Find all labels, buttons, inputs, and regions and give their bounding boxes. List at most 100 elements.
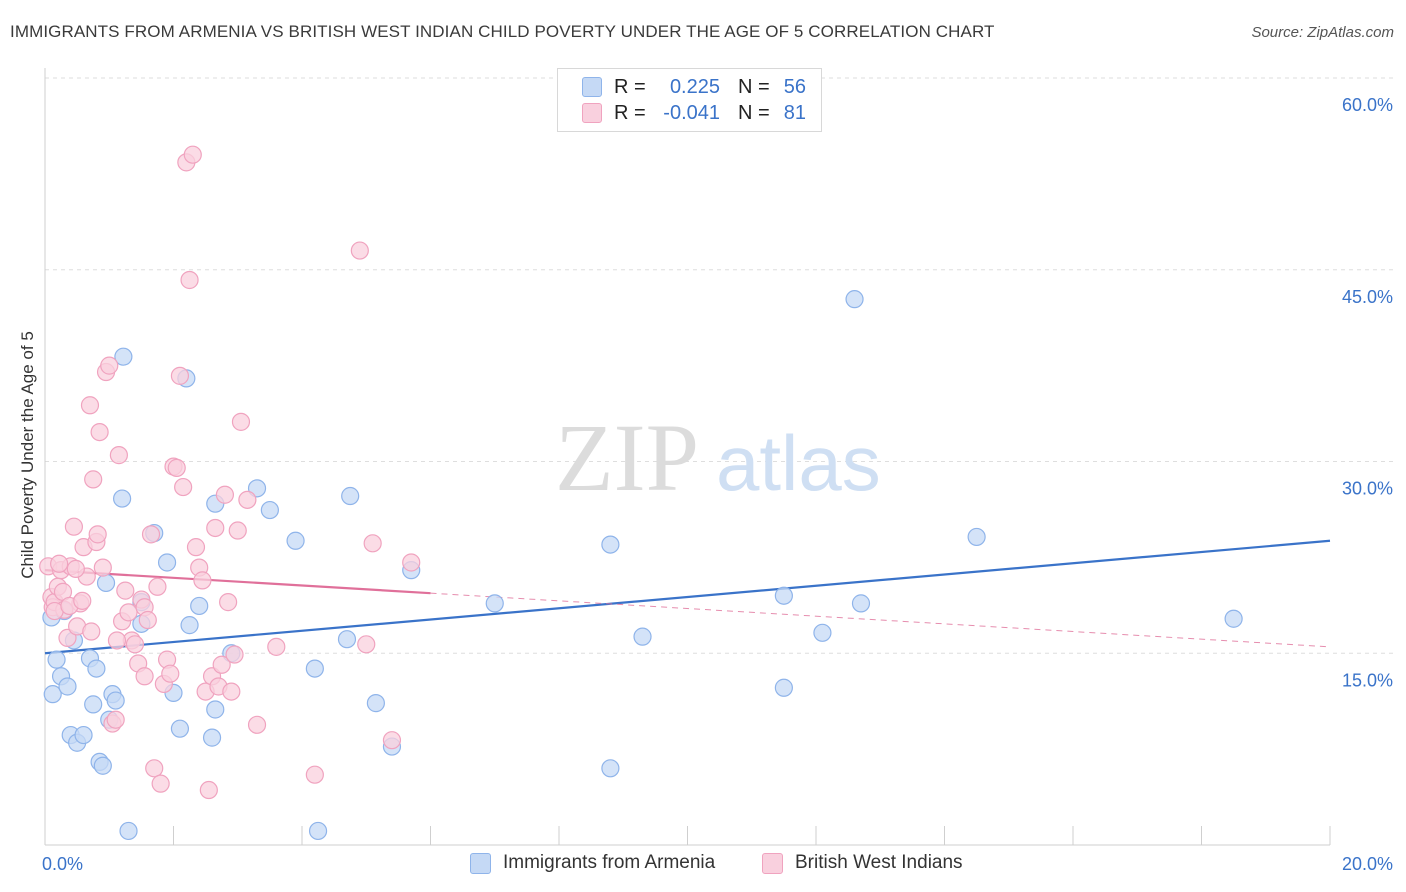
data-point [260, 500, 279, 520]
data-point [114, 347, 133, 366]
data-point [601, 535, 620, 554]
data-point [80, 396, 100, 415]
data-point [93, 558, 112, 577]
y-axis-label: Child Poverty Under the Age of 5 [18, 331, 37, 579]
legend-n-value: 56 [783, 75, 806, 98]
x-tick-label: 0.0% [42, 854, 83, 874]
data-point [138, 610, 157, 630]
data-point [366, 694, 385, 713]
chart-source: Source: ZipAtlas.com [1251, 24, 1394, 41]
data-point [186, 538, 206, 557]
trend-lines [44, 539, 1331, 655]
watermark: ZIP atlas [555, 404, 881, 511]
legend-n-label: N = [738, 101, 770, 124]
data-point [402, 553, 421, 572]
data-point [151, 774, 170, 793]
data-point [774, 586, 793, 605]
data-point [119, 603, 138, 622]
watermark-atlas: atlas [716, 419, 881, 507]
y-tick-label: 45.0% [1342, 287, 1393, 307]
data-point [87, 659, 106, 678]
correlation-legend: R = 0.225 N = 56 R = -0.041 N = 81 [557, 68, 822, 132]
data-point [633, 627, 652, 646]
data-point [601, 759, 620, 778]
data-point [337, 630, 357, 649]
data-point [180, 270, 199, 290]
y-tick-label: 30.0% [1342, 479, 1393, 499]
x-tick-label: 20.0% [1342, 854, 1393, 874]
data-point [90, 422, 109, 442]
data-point [112, 489, 132, 508]
legend-r-label: R = [614, 75, 646, 98]
data-point [1224, 609, 1243, 628]
data-point [174, 477, 193, 497]
data-point [93, 756, 112, 775]
data-point [96, 573, 116, 593]
series-legend-bwi[interactable]: British West Indians [762, 852, 963, 874]
data-point [231, 412, 251, 431]
data-point [485, 594, 504, 613]
data-point [247, 715, 267, 734]
series-legend: Immigrants from Armenia British West Ind… [0, 852, 1406, 876]
series-swatch-armenia [470, 852, 491, 874]
grid-lines [45, 77, 1395, 654]
data-point [225, 645, 244, 664]
series-legend-armenia[interactable]: Immigrants from Armenia [470, 852, 715, 874]
data-point [47, 650, 66, 669]
trend-line-armenia [44, 539, 1331, 655]
watermark-zip: ZIP [555, 404, 699, 511]
data-point [58, 677, 77, 696]
tick-labels: 15.0% 30.0% 45.0% 60.0% 0.0% 20.0% [42, 95, 1393, 874]
data-point [106, 691, 125, 710]
data-point [219, 593, 238, 612]
data-point [363, 534, 382, 553]
data-point [148, 577, 167, 596]
data-point [145, 759, 164, 778]
data-point [100, 356, 119, 375]
data-point [193, 571, 212, 590]
series-label-armenia: Immigrants from Armenia [503, 852, 716, 873]
data-point [228, 521, 247, 540]
series-label-bwi: British West Indians [795, 852, 963, 873]
legend-row-armenia: R = 0.225 N = 56 [582, 75, 806, 99]
data-point [382, 731, 402, 750]
legend-n-label: N = [738, 75, 770, 98]
legend-row-bwi: R = -0.041 N = 81 [582, 101, 806, 125]
data-point [170, 719, 190, 738]
data-point [84, 470, 103, 489]
data-point [116, 581, 135, 600]
data-point [305, 765, 324, 784]
legend-swatch-armenia [582, 77, 602, 97]
data-point [222, 682, 241, 701]
data-point [206, 518, 225, 538]
data-points [39, 145, 1243, 841]
data-point [74, 725, 93, 745]
data-point [305, 659, 324, 678]
data-point [308, 821, 328, 841]
y-tick-label: 60.0% [1342, 95, 1393, 115]
data-point [341, 486, 360, 506]
data-point [813, 623, 832, 642]
data-point [212, 655, 231, 674]
data-point [190, 596, 209, 616]
axes [44, 68, 1331, 846]
data-point [238, 490, 257, 509]
series-swatch-bwi [762, 852, 783, 874]
y-tick-label: 15.0% [1342, 670, 1393, 690]
legend-n-value: 81 [783, 101, 806, 124]
data-point [357, 635, 376, 654]
data-point [967, 527, 986, 547]
data-point [183, 145, 202, 164]
data-point [84, 695, 103, 714]
data-point [170, 366, 190, 385]
data-point [125, 635, 145, 654]
data-point [180, 616, 199, 635]
data-point [109, 446, 128, 465]
legend-r-value: -0.041 [663, 101, 720, 124]
chart-title: IMMIGRANTS FROM ARMENIA VS BRITISH WEST … [10, 22, 995, 41]
data-point [119, 821, 138, 841]
data-point [161, 664, 180, 683]
data-point [286, 531, 305, 550]
data-point [202, 728, 222, 747]
